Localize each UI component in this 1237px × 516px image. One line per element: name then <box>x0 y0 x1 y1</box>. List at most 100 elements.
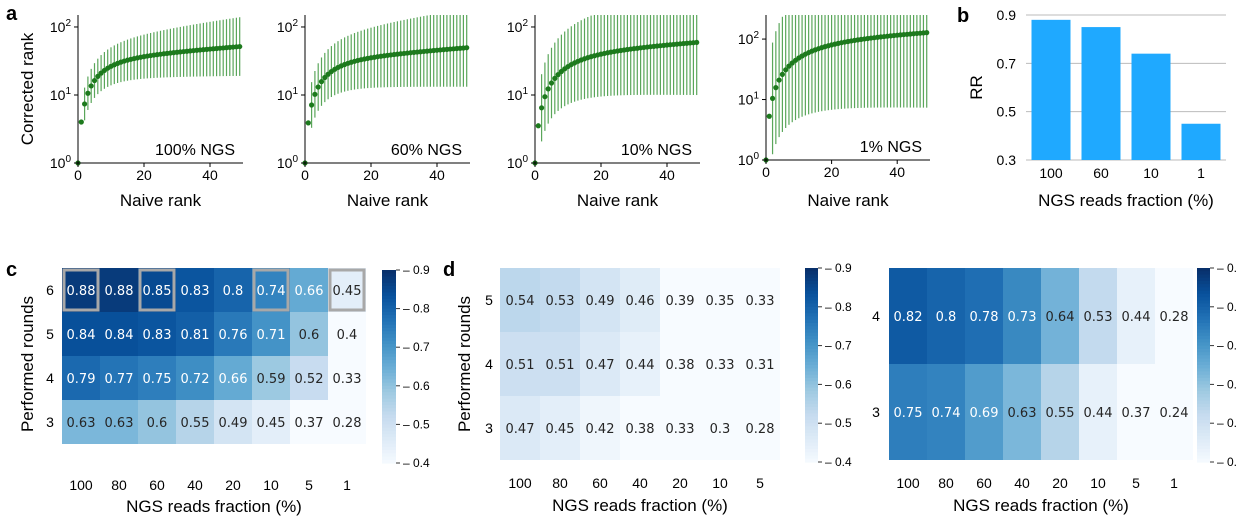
colorbar-segment <box>1197 445 1210 450</box>
heatmap-value: 0.72 <box>181 372 210 387</box>
colorbar-segment <box>382 389 396 393</box>
y-tick-label: 6 <box>46 282 54 298</box>
colorbar-tick-label: – 0.6 <box>825 377 852 391</box>
colorbar-segment <box>382 446 396 451</box>
colorbar-segment <box>1197 397 1210 402</box>
highlight-box <box>62 268 100 312</box>
colorbar-segment <box>805 300 818 305</box>
x-tick-label: 40 <box>659 167 675 183</box>
colorbar-segment <box>805 410 818 415</box>
heatmap-cell <box>328 268 366 312</box>
colorbar-tick-label: – 0.8 <box>825 300 852 314</box>
x-tick-label: 0 <box>301 167 309 183</box>
x-tick-label: 20 <box>672 475 688 491</box>
colorbar-segment <box>1197 335 1210 340</box>
rank-scatter-chart: 0 20 40 100 101 102 1% NGS Naive rank <box>738 15 930 210</box>
colorbar-segment <box>1197 271 1210 276</box>
x-tick-label: 80 <box>938 475 954 491</box>
x-tick-label: 10 <box>263 477 279 493</box>
colorbar-segment <box>382 430 396 435</box>
colorbar-segment <box>382 321 396 326</box>
heatmap-cell <box>740 396 780 460</box>
heatmap-cell <box>138 356 176 400</box>
y-tick-label: 102 <box>277 18 299 35</box>
colorbar-segment <box>805 306 818 311</box>
y-tick-label: 0.7 <box>997 55 1017 71</box>
heatmap-value: 0.24 <box>1160 406 1189 421</box>
x-tick-label: 100 <box>508 475 532 491</box>
colorbar-segment <box>805 436 818 440</box>
data-point <box>542 94 548 100</box>
bar <box>1131 53 1171 160</box>
heatmap-cell <box>700 396 740 460</box>
data-point <box>322 74 328 81</box>
heatmap-value: 0.33 <box>666 422 695 437</box>
colorbar-segment <box>805 319 818 324</box>
data-point <box>924 30 930 36</box>
colorbar-segment <box>382 305 396 310</box>
colorbar-segment <box>1197 432 1210 437</box>
x-tick-label: 5 <box>1132 475 1140 491</box>
x-axis-label: Naive rank <box>807 191 889 210</box>
colorbar-segment <box>1197 332 1210 337</box>
heatmap-value: 0.75 <box>143 372 172 387</box>
colorbar-segment <box>805 290 818 295</box>
colorbar-segment <box>805 419 818 424</box>
heatmap-cell <box>176 268 214 312</box>
heatmap-value: 0.51 <box>506 358 535 373</box>
y-tick-label: 101 <box>507 86 529 103</box>
y-tick-label: 101 <box>277 86 299 103</box>
data-point <box>95 73 101 79</box>
x-tick-label: 60 <box>1093 165 1109 181</box>
colorbar-segment <box>1197 429 1210 434</box>
rounds-heatmap: 0.54 0.53 0.49 0.46 0.39 0.35 0.330.51 0.51 0.47… <box>455 261 852 515</box>
x-tick-label: 60 <box>149 477 165 493</box>
heatmap-value: 0.54 <box>506 294 535 309</box>
heatmap-value: 0.81 <box>181 328 210 343</box>
x-tick-label: 60 <box>592 475 608 491</box>
heatmap-value: 0.37 <box>1122 406 1151 421</box>
heatmap-cell <box>620 268 660 332</box>
colorbar-segment <box>1197 280 1210 285</box>
heatmap-value: 0.53 <box>546 294 575 309</box>
heatmap-cell <box>214 356 252 400</box>
x-tick-label: 40 <box>1014 475 1030 491</box>
y-tick-label: 102 <box>50 18 72 35</box>
heatmap-cell <box>1003 268 1041 364</box>
x-tick-label: 10 <box>1090 475 1106 491</box>
colorbar-segment <box>382 405 396 409</box>
heatmap-cell <box>100 400 138 444</box>
colorbar-segment <box>1197 439 1210 444</box>
colorbar-segment <box>1197 413 1210 418</box>
heatmap-value: 0.4 <box>337 328 358 343</box>
y-tick-label: 100 <box>507 154 529 171</box>
heatmap-value: 0.45 <box>333 284 362 299</box>
heatmap-cell <box>1041 364 1079 460</box>
x-tick-label: 80 <box>111 477 127 493</box>
heatmap-cell <box>660 332 700 396</box>
colorbar-segment <box>805 274 818 279</box>
colorbar-segment <box>382 337 396 342</box>
heatmap-value: 0.88 <box>105 284 134 299</box>
heatmap-cell <box>290 356 328 400</box>
heatmap-value: 0.3 <box>710 422 731 437</box>
y-tick-label: 102 <box>507 18 529 35</box>
heatmap-value: 0.83 <box>181 284 210 299</box>
heatmap-value: 0.55 <box>181 416 210 431</box>
heatmap-value: 0.33 <box>706 358 735 373</box>
heatmap-cell <box>176 312 214 356</box>
heatmap-value: 0.28 <box>746 422 775 437</box>
colorbar-segment <box>382 417 396 422</box>
colorbar-segment <box>1197 319 1210 324</box>
colorbar-tick-label: – 0.5 <box>1217 416 1237 430</box>
colorbar-segment <box>1197 449 1210 453</box>
heatmap-cell <box>62 312 100 356</box>
heatmap-cell <box>138 400 176 444</box>
colorbar-segment <box>382 372 396 377</box>
heatmap-value: 0.77 <box>105 372 134 387</box>
colorbar-segment <box>1197 358 1210 363</box>
bar <box>1081 27 1121 161</box>
x-tick-label: 0 <box>531 167 539 183</box>
data-point <box>783 67 789 73</box>
